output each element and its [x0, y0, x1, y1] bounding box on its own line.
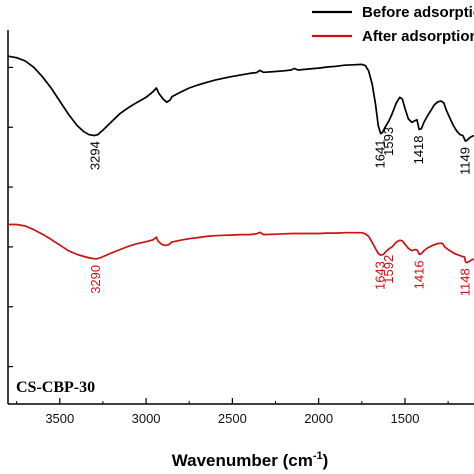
sample-annotation: CS-CBP-30 — [16, 379, 95, 396]
series-line-1 — [8, 223, 474, 264]
legend-label-1: After adsorption — [362, 28, 474, 45]
peak-label-0: 1641 — [373, 140, 388, 169]
peak-label-1: 1592 — [381, 255, 396, 284]
peak-label-1: 1148 — [458, 268, 473, 296]
legend: Before adsorption After adsorption — [312, 4, 474, 45]
x-tick-label: 1500 — [391, 411, 420, 426]
series-line-0 — [7, 55, 474, 142]
peak-label-0: 1593 — [381, 127, 396, 156]
x-tick-label: 2500 — [218, 411, 247, 426]
x-axis-label: Wavenumber (cm-1) — [172, 450, 329, 470]
peak-label-1: 1416 — [412, 260, 427, 289]
peak-label-0: 1149 — [457, 147, 472, 175]
peak-label-1: 1643 — [372, 261, 387, 290]
series-layer — [7, 55, 474, 264]
peak-label-0: 3294 — [87, 141, 102, 170]
x-tick-label: 2000 — [304, 411, 333, 426]
x-tick-label: 3000 — [132, 411, 161, 426]
axes: 3500 3000 2500 2000 1500 — [7, 30, 474, 426]
x-tick-label: 3500 — [45, 411, 74, 426]
legend-label-0: Before adsorption — [362, 4, 474, 21]
peak-label-0: 1418 — [411, 135, 426, 164]
peak-label-1: 3290 — [88, 265, 103, 294]
